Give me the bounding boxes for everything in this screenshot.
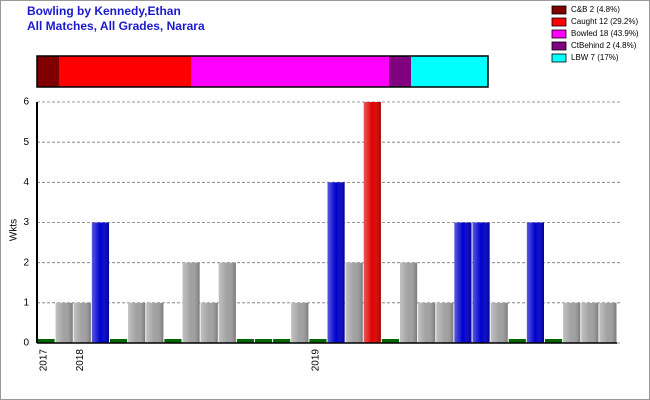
bar-shade bbox=[345, 262, 363, 343]
y-tick-label: 4 bbox=[23, 177, 29, 188]
bar-shade bbox=[146, 302, 164, 343]
bar bbox=[164, 339, 182, 343]
bar bbox=[508, 339, 526, 343]
bar bbox=[110, 339, 128, 343]
x-tick-label: 2019 bbox=[311, 349, 322, 372]
legend-swatch bbox=[551, 53, 567, 63]
y-tick-label: 1 bbox=[23, 297, 29, 308]
bar bbox=[381, 339, 399, 343]
bar-shade bbox=[218, 262, 236, 343]
legend-swatch bbox=[551, 5, 567, 15]
y-tick-label: 0 bbox=[23, 338, 29, 349]
chart-subtitle: All Matches, All Grades, Narara bbox=[27, 19, 205, 33]
y-tick-label: 6 bbox=[23, 97, 29, 108]
bar-shade bbox=[327, 182, 345, 343]
dismissal-segment bbox=[191, 56, 389, 87]
dismissal-segment bbox=[37, 56, 59, 87]
bar-shade bbox=[128, 302, 146, 343]
bar-shade bbox=[200, 302, 218, 343]
x-tick-label: 2018 bbox=[75, 349, 86, 372]
bar-shade bbox=[182, 262, 200, 343]
bar-shade bbox=[418, 302, 436, 343]
bar-shade bbox=[490, 302, 508, 343]
bar-shade bbox=[563, 302, 581, 343]
bar-shade bbox=[526, 222, 544, 343]
legend-label: Bowled 18 (43.9%) bbox=[571, 29, 639, 38]
bar-shade bbox=[436, 302, 454, 343]
legend-swatch bbox=[551, 17, 567, 27]
bar-shade bbox=[73, 302, 91, 343]
dismissal-segment bbox=[59, 56, 191, 87]
bar bbox=[545, 339, 563, 343]
dismissal-segment bbox=[389, 56, 411, 87]
chart-title: Bowling by Kennedy,Ethan bbox=[27, 4, 181, 18]
legend-label: Caught 12 (29.2%) bbox=[571, 17, 638, 26]
bar bbox=[273, 339, 291, 343]
x-tick-label: 2017 bbox=[39, 349, 50, 372]
bar bbox=[255, 339, 273, 343]
bar-shade bbox=[581, 302, 599, 343]
bar bbox=[236, 339, 254, 343]
y-tick-label: 2 bbox=[23, 257, 29, 268]
y-axis-label: Wkts bbox=[9, 219, 20, 241]
dismissal-segment bbox=[411, 56, 488, 87]
legend-label: C&B 2 (4.8%) bbox=[571, 5, 620, 14]
legend-label: LBW 7 (17%) bbox=[571, 53, 619, 62]
dismissal-outline bbox=[36, 55, 489, 88]
legend-swatch bbox=[551, 41, 567, 51]
bar-shade bbox=[599, 302, 617, 343]
y-tick-label: 5 bbox=[23, 137, 29, 148]
bar-shade bbox=[291, 302, 309, 343]
y-tick-label: 3 bbox=[23, 217, 29, 228]
bar-shade bbox=[454, 222, 472, 343]
bar-shade bbox=[91, 222, 109, 343]
bar-shade bbox=[363, 102, 381, 343]
bar-shade bbox=[55, 302, 73, 343]
bar bbox=[37, 339, 55, 343]
bar bbox=[309, 339, 327, 343]
bar-shade bbox=[400, 262, 418, 343]
legend-swatch bbox=[551, 29, 567, 39]
legend-label: CtBehind 2 (4.8%) bbox=[571, 41, 637, 50]
bar-shade bbox=[472, 222, 490, 343]
